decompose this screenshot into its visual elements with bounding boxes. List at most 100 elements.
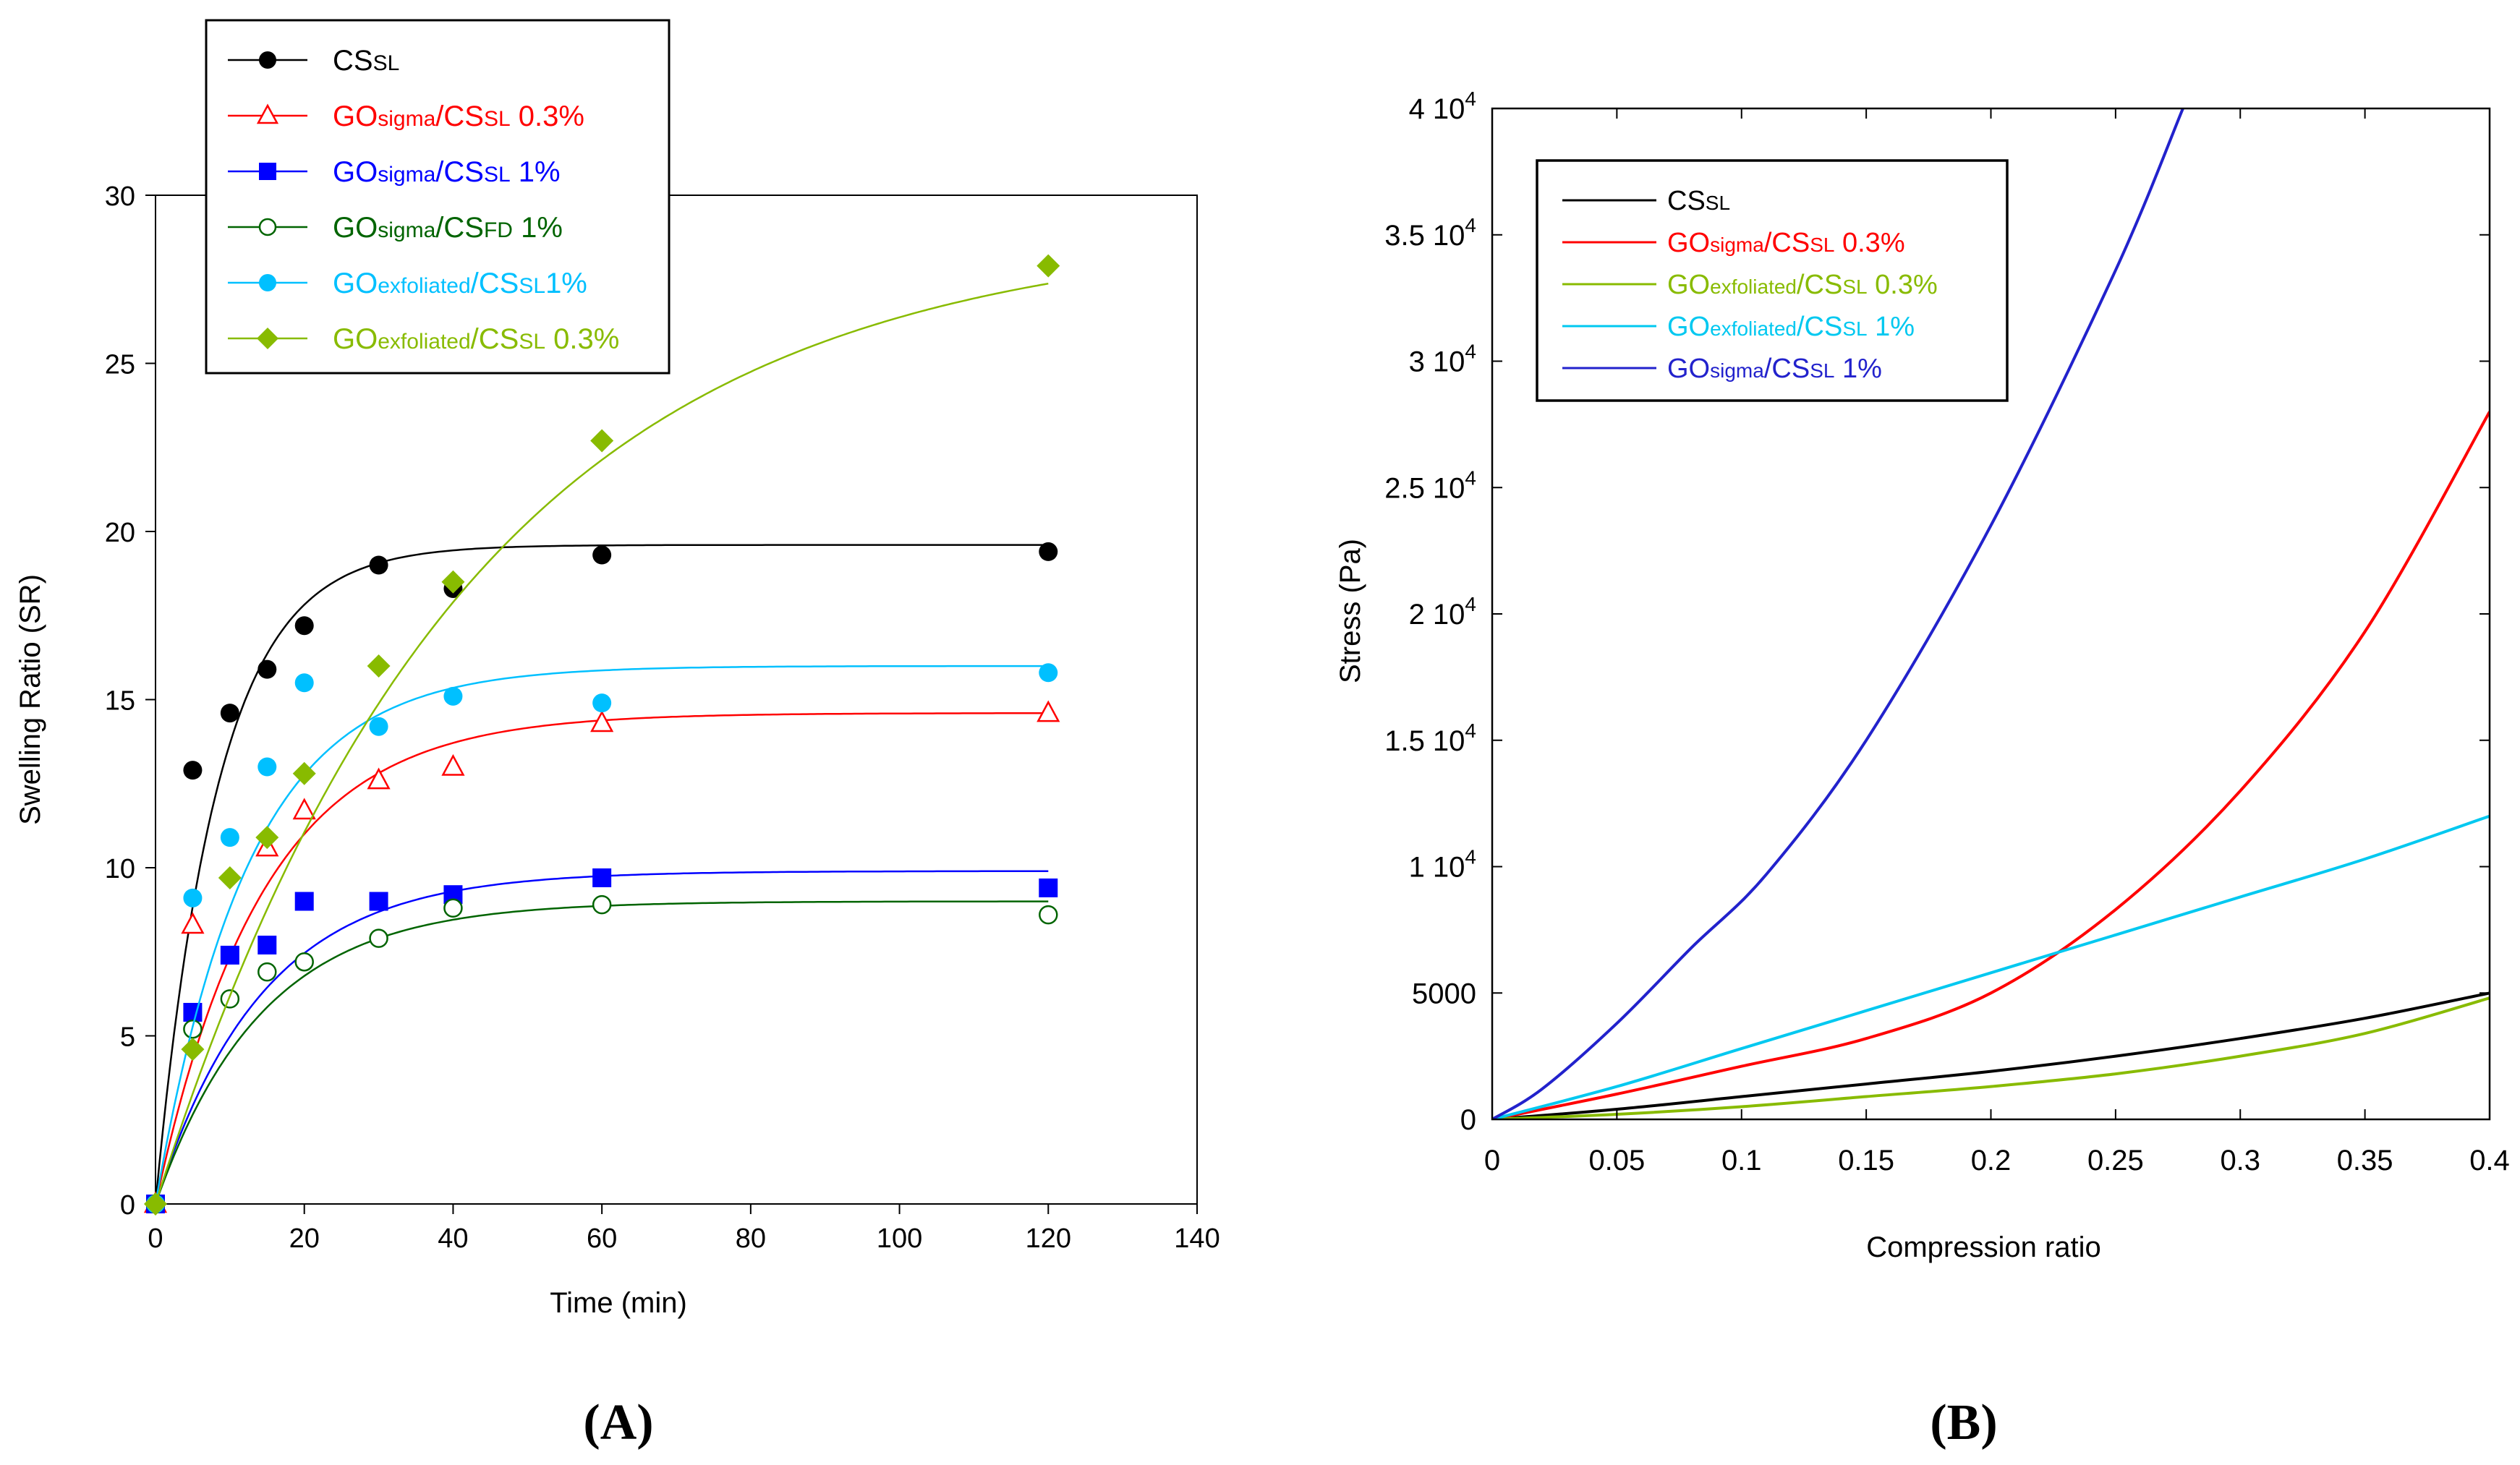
- panel-a: 0 20 40 60 80 100 120 140 0 5 10 15 20 25 30 Time (min)…: [14, 19, 1220, 1451]
- data-point: [590, 710, 614, 732]
- data-point: [220, 945, 239, 965]
- legend-entry-4: GOexfoliated/CSSL1%: [228, 268, 587, 299]
- data-point: [1036, 700, 1060, 722]
- fit-curve: [154, 870, 1049, 1205]
- legend-entry-3: GOexfoliated/CSSL 1%: [1562, 312, 1915, 342]
- data-point: [443, 898, 463, 918]
- fit-curve: [154, 712, 1049, 1205]
- data-point: [294, 892, 314, 911]
- x-tick-label: 80: [736, 1223, 766, 1254]
- data-point: [258, 218, 277, 236]
- data-point: [443, 686, 463, 706]
- legend-entry-2: GOsigma/CSSL 1%: [228, 156, 561, 188]
- data-point: [256, 103, 279, 124]
- x-tick-label: 0.1: [1721, 1145, 1762, 1176]
- legend-label: GOexfoliated/CSSL 0.3%: [1667, 270, 1938, 300]
- x-tick-label: 0.15: [1838, 1145, 1894, 1176]
- legend-label: GOsigma/CSSL 0.3%: [333, 101, 584, 132]
- x-tick-label: 40: [438, 1223, 468, 1254]
- data-point: [367, 654, 391, 678]
- y-tick-label: 2 104: [1409, 593, 1476, 631]
- fit-curve: [154, 900, 1049, 1205]
- y-tick-label: 25: [105, 350, 135, 380]
- data-point: [369, 555, 388, 575]
- y-tick-label: 10: [105, 854, 135, 884]
- series-line-0: [1492, 991, 2490, 1119]
- data-point: [259, 274, 276, 291]
- x-tick-label: 140: [1174, 1223, 1219, 1254]
- y-tick-label: 5: [120, 1022, 135, 1053]
- y-axis-label: Swelling Ratio (SR): [14, 574, 46, 825]
- x-tick-label: 0.25: [2087, 1145, 2144, 1176]
- y-tick-label: 20: [105, 518, 135, 548]
- data-point: [257, 757, 277, 777]
- x-tick-label: 120: [1026, 1223, 1071, 1254]
- data-point: [1039, 663, 1058, 683]
- legend-entry-0: CSSL: [228, 45, 399, 77]
- data-point: [592, 693, 612, 713]
- series-line-3: [1492, 814, 2490, 1119]
- panel-label-b: (B): [1930, 1395, 1997, 1451]
- fit-curve: [154, 282, 1049, 1205]
- data-point: [259, 163, 276, 180]
- data-point: [592, 868, 612, 887]
- x-tick-label: 100: [877, 1223, 922, 1254]
- series-4: [146, 663, 1058, 1213]
- y-tick-label: 0: [120, 1190, 135, 1221]
- data-point: [294, 952, 314, 972]
- y-tick-label: 3 104: [1409, 341, 1476, 378]
- legend-entry-1: GOsigma/CSSL 0.3%: [1562, 228, 1905, 258]
- x-tick-label: 20: [289, 1223, 320, 1254]
- data-point: [183, 761, 203, 780]
- series-line-4: [1492, 108, 2184, 1119]
- data-point: [292, 798, 316, 820]
- series-1: [143, 700, 1060, 1213]
- series-5: [144, 254, 1060, 1216]
- data-point: [220, 989, 240, 1009]
- legend-label: GOexfoliated/CSSL 0.3%: [333, 323, 619, 355]
- data-point: [220, 704, 239, 723]
- legend-entry-5: GOexfoliated/CSSL 0.3%: [228, 323, 619, 355]
- legend-label: GOsigma/CSFD 1%: [333, 212, 563, 244]
- legend-entry-1: GOsigma/CSSL 0.3%: [228, 101, 584, 132]
- data-point: [220, 828, 239, 847]
- y-tick-label: 1 104: [1409, 846, 1476, 884]
- data-point: [292, 761, 316, 785]
- legend-entry-0: CSSL: [1562, 186, 1730, 216]
- data-point: [1036, 254, 1060, 278]
- data-point: [181, 912, 205, 934]
- x-axis-label: Time (min): [550, 1287, 687, 1319]
- y-tick-label: 1.5 104: [1384, 719, 1476, 757]
- x-tick-label: 0.4: [2469, 1145, 2510, 1176]
- legend-label: GOsigma/CSSL 1%: [1667, 354, 1882, 384]
- data-point: [257, 328, 278, 349]
- data-point: [590, 429, 614, 453]
- data-point: [369, 717, 388, 736]
- x-tick-label: 0.35: [2337, 1145, 2393, 1176]
- data-point: [144, 1192, 167, 1216]
- fit-curve: [154, 544, 1049, 1205]
- fit-curve: [154, 665, 1049, 1205]
- data-point: [257, 962, 277, 982]
- legend-entry-3: GOsigma/CSFD 1%: [228, 212, 563, 244]
- data-point: [367, 767, 391, 790]
- data-point: [369, 928, 388, 948]
- data-point: [181, 1038, 205, 1062]
- series-line-2: [1492, 996, 2490, 1119]
- series-3: [145, 894, 1058, 1214]
- y-tick-label: 30: [105, 181, 135, 212]
- x-tick-label: 0: [148, 1223, 163, 1254]
- y-tick-label: 5000: [1412, 978, 1476, 1009]
- data-point: [441, 570, 465, 594]
- data-point: [1039, 542, 1058, 561]
- legend: CSSL GOsigma/CSSL 0.3% GOsigma/CSSL 1% GOsi…: [205, 19, 671, 375]
- data-point: [592, 894, 612, 915]
- data-point: [183, 1002, 203, 1022]
- series-2: [146, 868, 1058, 1213]
- y-tick-label: 0: [1460, 1104, 1476, 1136]
- x-tick-label: 0.3: [2220, 1145, 2260, 1176]
- y-tick-label: 3.5 104: [1384, 214, 1476, 252]
- legend-entry-2: GOexfoliated/CSSL 0.3%: [1562, 270, 1938, 300]
- legend-label: GOsigma/CSSL 1%: [333, 156, 561, 188]
- y-tick-label: 15: [105, 686, 135, 717]
